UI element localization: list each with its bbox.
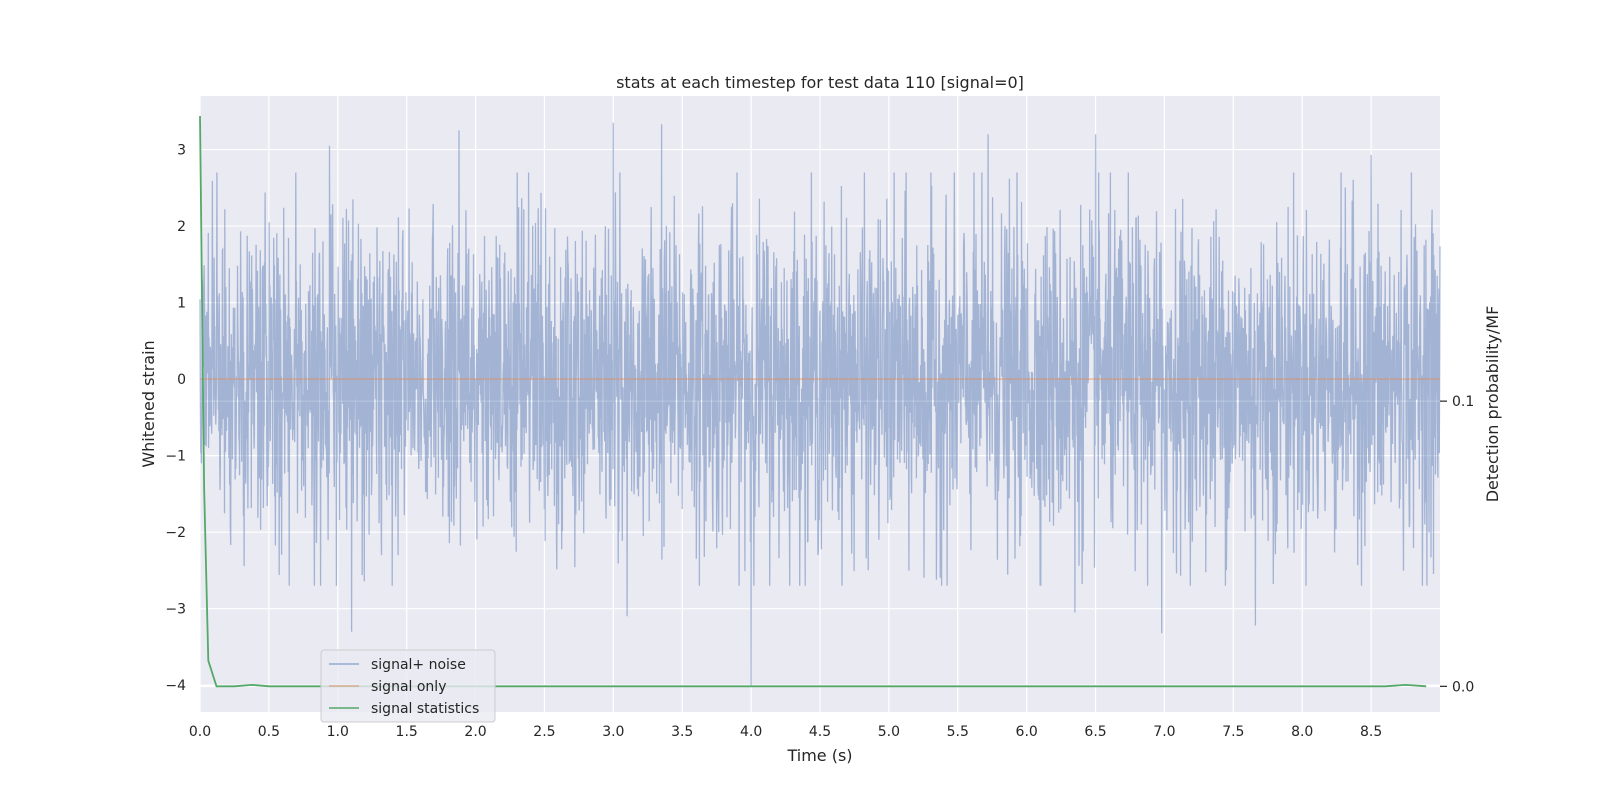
x-tick-label: 8.5 <box>1360 724 1382 740</box>
x-tick-label: 3.5 <box>671 724 693 740</box>
signal-noise-line <box>199 122 1441 686</box>
x-tick-label: 5.5 <box>947 724 969 740</box>
x-tick-label: 4.0 <box>740 724 762 740</box>
legend-box <box>320 649 496 723</box>
x-tick-label: 6.5 <box>1084 724 1106 740</box>
x-tick-label: 4.5 <box>809 724 831 740</box>
x-tick-label: 8.0 <box>1291 724 1313 740</box>
y-tick-label: −2 <box>165 525 186 541</box>
x-tick-label: 5.0 <box>878 724 900 740</box>
y-tick-label: 1 <box>177 296 186 312</box>
grid-lines <box>199 96 1440 712</box>
y-tick-label: 3 <box>177 143 186 159</box>
x-tick-label: 0.5 <box>258 724 280 740</box>
x-tick-label: 1.5 <box>396 724 418 740</box>
legend-label-signal-statistics: signal statistics <box>371 701 479 717</box>
x-axis-label: Time (s) <box>786 746 852 765</box>
y2-tick-label: 0.0 <box>1452 679 1474 695</box>
chart-title: stats at each timestep for test data 110… <box>616 73 1024 92</box>
legend-label-signal-noise: signal+ noise <box>371 657 466 673</box>
x-tick-label: 2.5 <box>533 724 555 740</box>
x-axis-ticks: 0.0 0.5 1.0 1.5 2.0 2.5 3.0 3.5 4.0 4.5 5.0 5.5 6.0 6… <box>189 724 1382 740</box>
y2-tick-label: 0.1 <box>1452 394 1474 410</box>
x-tick-label: 3.0 <box>602 724 624 740</box>
x-tick-label: 7.5 <box>1222 724 1244 740</box>
x-tick-label: 0.0 <box>189 724 211 740</box>
legend: signal+ noise signal only signal statist… <box>320 649 496 723</box>
x-tick-label: 6.0 <box>1016 724 1038 740</box>
y-tick-label: −1 <box>165 449 186 465</box>
y-tick-label: −3 <box>165 602 186 618</box>
y-axis-label: Whitened strain <box>139 340 158 467</box>
y-tick-label: −4 <box>165 678 186 694</box>
signal-noise-series <box>199 122 1441 686</box>
y2-axis-label: Detection probability/MF <box>1483 306 1502 503</box>
legend-label-signal-only: signal only <box>371 679 446 695</box>
x-tick-label: 7.0 <box>1153 724 1175 740</box>
y2-axis-ticks: 0.1 0.0 <box>1440 394 1474 695</box>
y-tick-label: 2 <box>177 219 186 235</box>
signal-statistics-series <box>199 115 1427 688</box>
signal-statistics-line <box>199 115 1427 688</box>
x-tick-label: 2.0 <box>464 724 486 740</box>
y-tick-label: 0 <box>177 372 186 388</box>
x-tick-label: 1.0 <box>327 724 349 740</box>
y-axis-ticks: 3 2 1 0 −1 −2 −3 −4 <box>165 143 186 695</box>
